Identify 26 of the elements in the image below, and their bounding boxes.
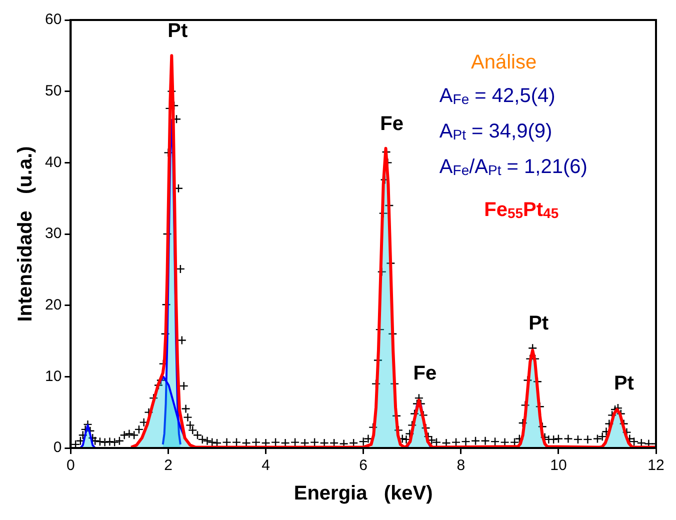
x-axis-title: Energia (keV) xyxy=(294,482,433,505)
x-tick-label: 8 xyxy=(456,457,466,474)
annotation: AFe/APt = 1,21(6) xyxy=(439,156,588,178)
y-tick-label: 20 xyxy=(44,296,62,314)
x-tick-label: 4 xyxy=(262,457,270,474)
annotation: Análise xyxy=(471,51,537,74)
annotation: Fe xyxy=(413,362,437,385)
annotation: AFe = 42,5(4) xyxy=(439,85,556,108)
x-tick-label: 6 xyxy=(359,457,368,474)
y-tick-label: 60 xyxy=(44,11,62,28)
annotation: APt = 34,9(9) xyxy=(439,120,552,143)
y-tick-label: 50 xyxy=(44,82,62,100)
annotation: Pt xyxy=(614,372,634,395)
annotation: Pt xyxy=(168,20,188,42)
annotation: Pt xyxy=(528,312,549,335)
x-tick-label: 0 xyxy=(66,457,75,474)
y-tick-label: 10 xyxy=(44,368,62,385)
y-tick-label: 40 xyxy=(44,154,62,171)
annotation: Fe55Pt45 xyxy=(484,198,559,221)
x-tick-label: 10 xyxy=(550,457,567,474)
y-axis-title: Intensidade (u.a.) xyxy=(14,146,37,322)
annotation: Fe xyxy=(380,112,404,135)
y-tick-label: 30 xyxy=(44,225,62,242)
y-tick-label: 0 xyxy=(53,439,62,456)
x-tick-label: 2 xyxy=(164,457,172,474)
x-tick-label: 12 xyxy=(648,457,664,474)
